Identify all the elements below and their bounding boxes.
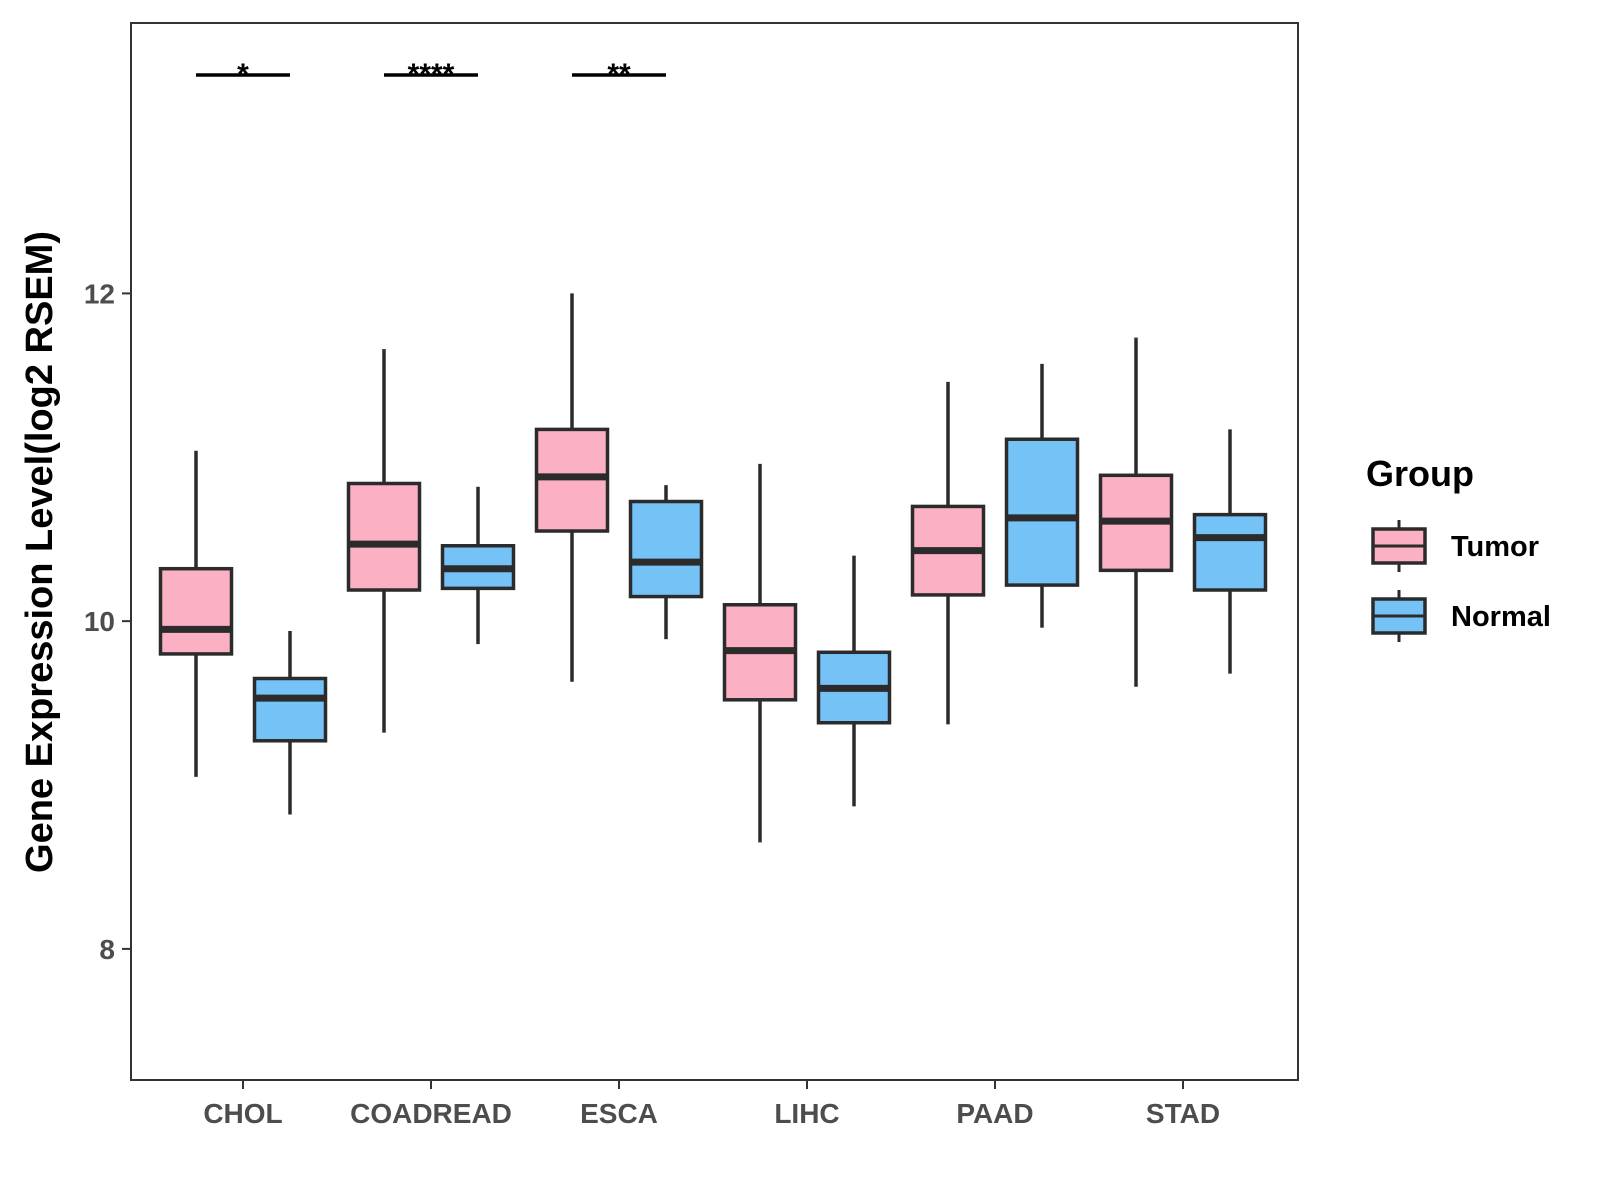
box-iqr [628,499,704,599]
box-tumor-esca [534,293,610,682]
box-iqr [158,566,234,656]
legend-item-tumor: Tumor [1371,520,1539,572]
box-tumor-stad [1098,337,1174,687]
y-axis: 8 10 12 [84,278,131,965]
y-axis-title: Gene Expression Level(log2 RSEM) [19,231,61,873]
legend: Group Tumor Normal [1366,453,1551,642]
x-tick-label-paad: PAAD [956,1098,1033,1129]
x-tick-label-chol: CHOL [203,1098,282,1129]
box-normal-chol [252,630,328,815]
box-iqr [1192,512,1268,592]
significance-label: * [237,58,249,91]
significance-label: **** [408,58,455,91]
legend-title: Group [1366,453,1474,494]
significance-esca: ** [572,58,666,91]
x-tick-label-esca: ESCA [580,1098,658,1129]
significance-coadread: **** [384,58,478,91]
box-normal-stad [1192,429,1268,674]
y-tick-label: 10 [84,606,115,637]
y-tick-label: 8 [99,934,115,965]
plot-area: * **** ** [130,22,1299,1081]
box-tumor-chol [158,450,234,777]
boxes-layer [158,293,1268,843]
box-normal-esca [628,485,704,640]
box-tumor-paad [910,381,986,725]
x-axis: CHOL COADREAD ESCA LIHC PAAD STAD [203,1080,1220,1129]
significance-layer: * **** ** [196,58,666,91]
legend-label: Normal [1451,601,1551,633]
legend-label: Tumor [1451,531,1539,563]
box-tumor-coadread [346,349,422,733]
x-tick-label-coadread: COADREAD [350,1098,512,1129]
box-iqr [252,676,328,743]
significance-label: ** [607,58,631,91]
legend-items: Tumor Normal [1371,520,1551,642]
box-normal-coadread [440,486,516,645]
box-normal-lihc [816,555,892,807]
box-iqr [1004,437,1080,587]
legend-item-normal: Normal [1371,590,1551,642]
significance-chol: * [196,58,290,91]
y-tick-label: 12 [84,278,115,309]
x-tick-label-lihc: LIHC [774,1098,839,1129]
box-normal-paad [1004,363,1080,628]
x-tick-label-stad: STAD [1146,1098,1220,1129]
box-iqr [346,481,422,592]
box-tumor-lihc [722,463,798,843]
